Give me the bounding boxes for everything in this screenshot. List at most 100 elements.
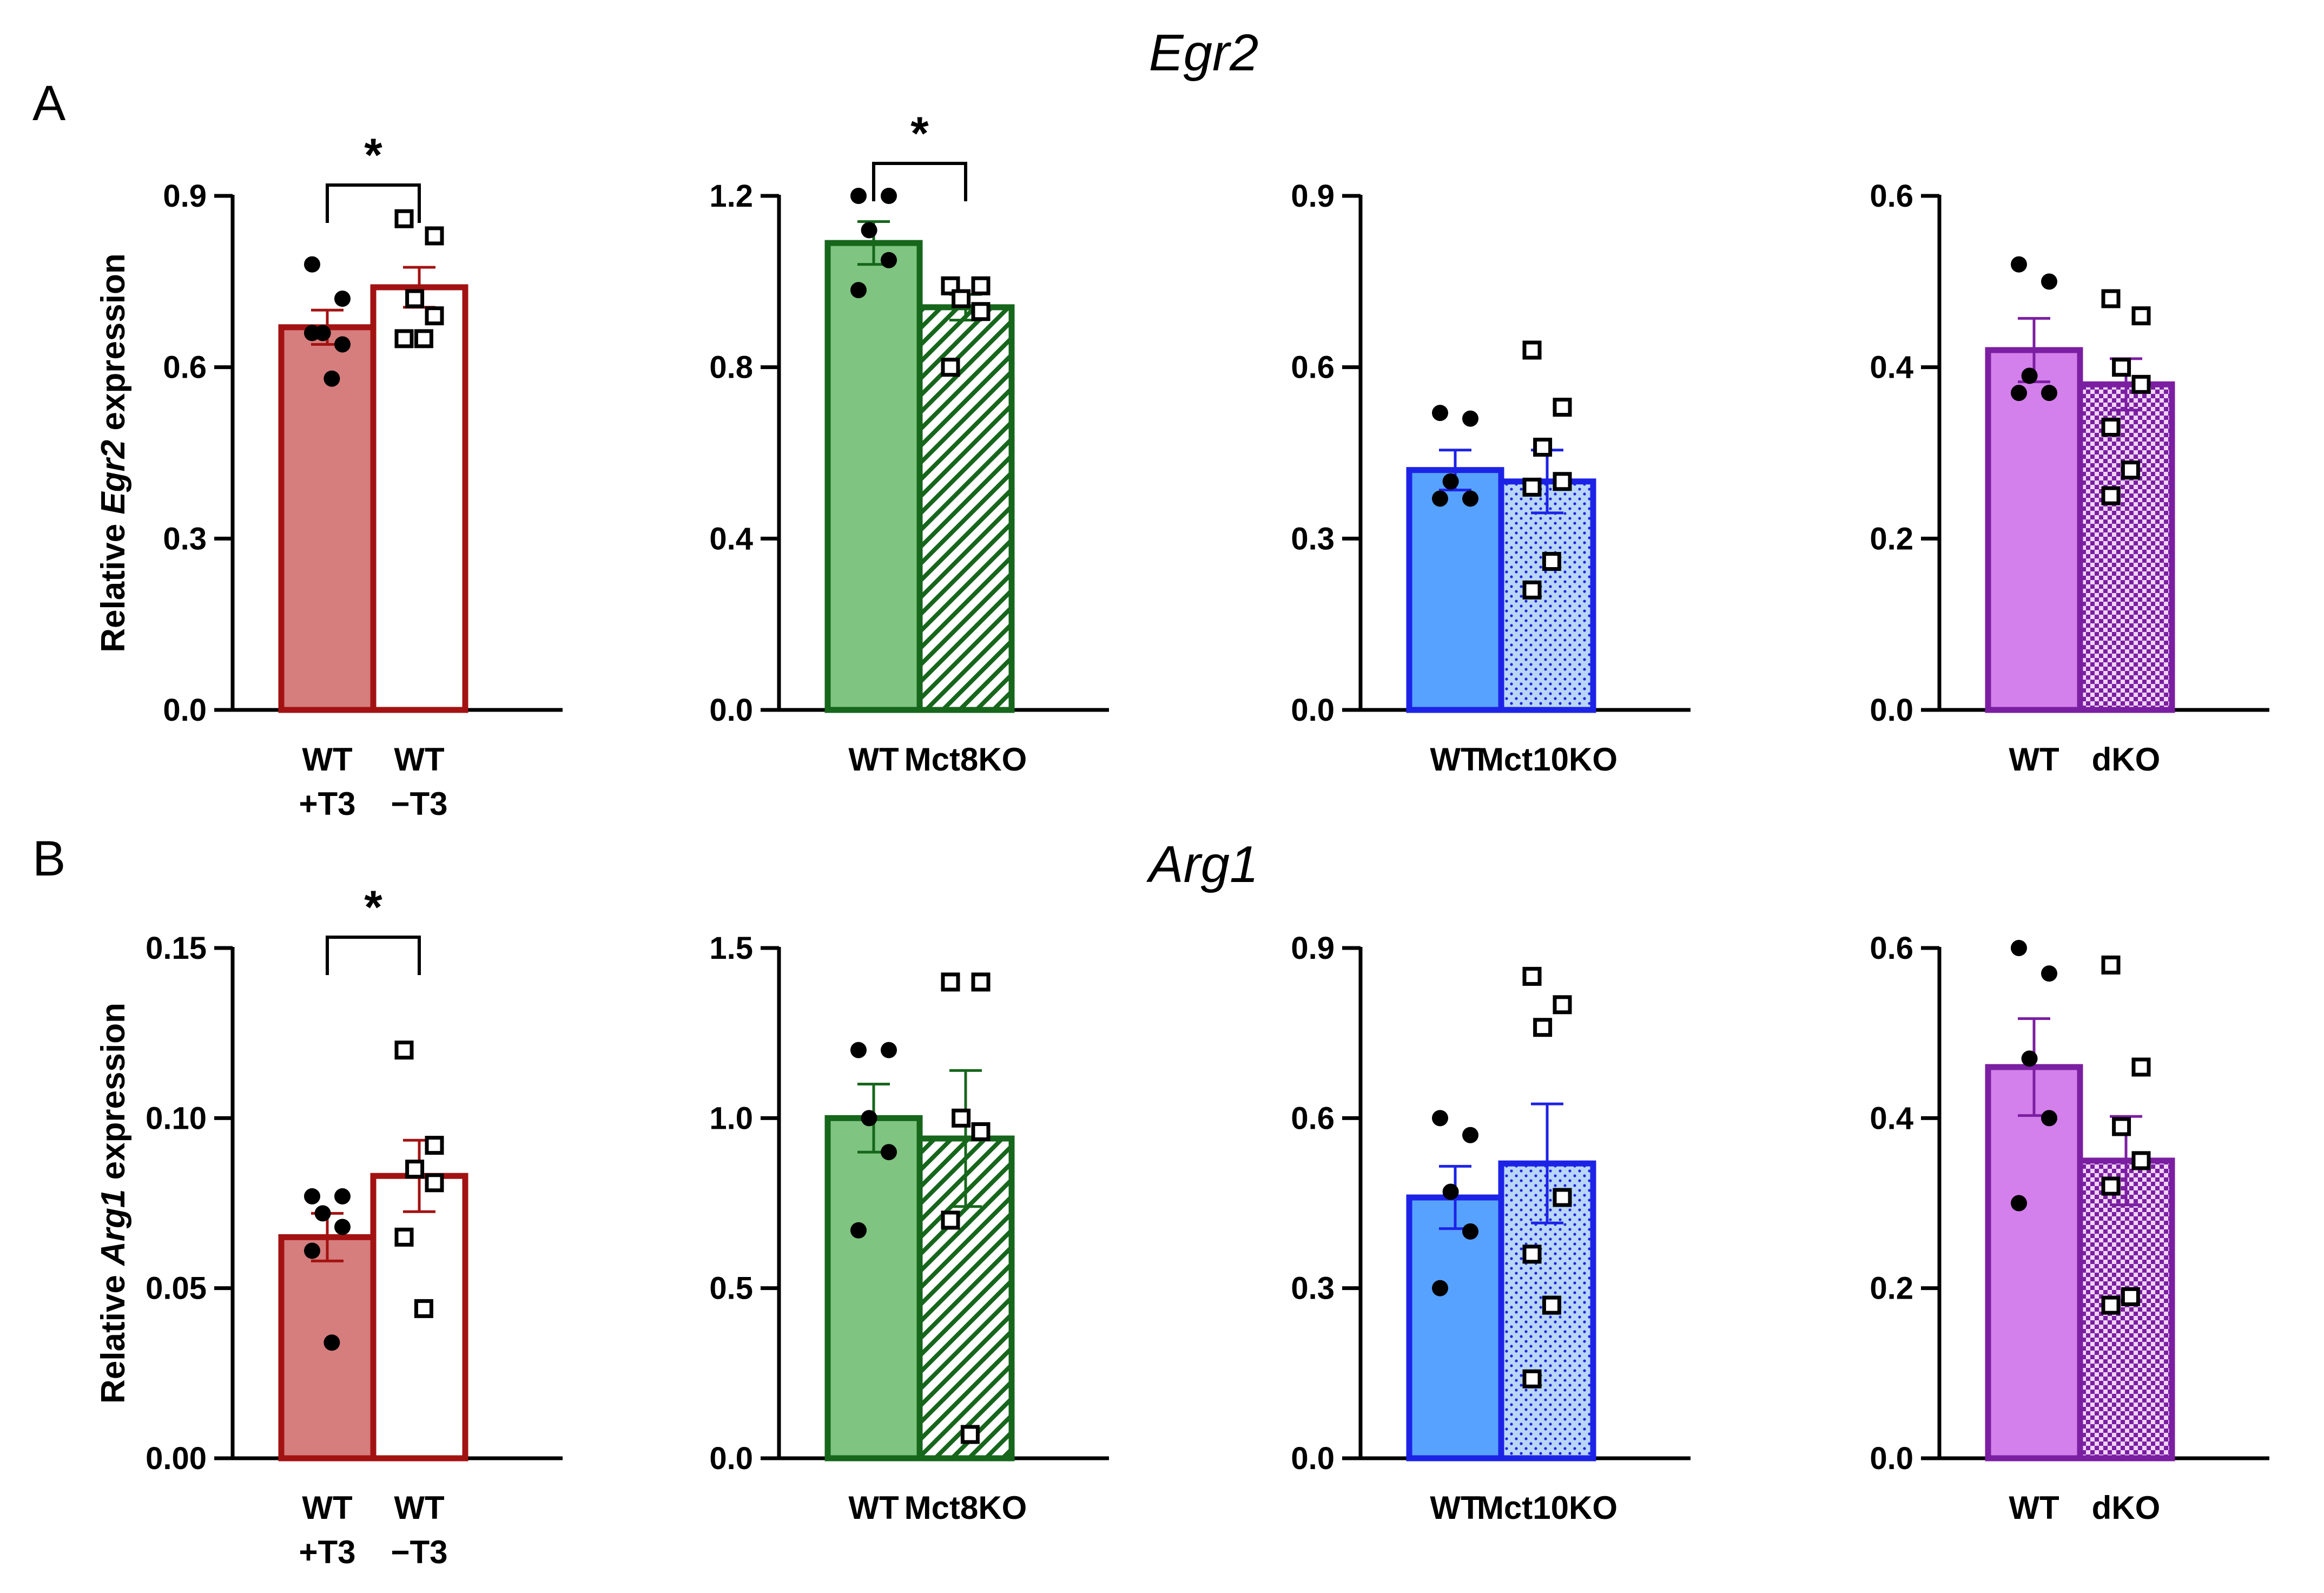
data-point (334, 1188, 351, 1204)
data-point (334, 291, 351, 307)
data-point (1542, 552, 1561, 571)
data-point (1432, 1280, 1448, 1296)
chart-panel-b4: 0.0 0.2 0.4 0.6 WT dKO (1870, 931, 2269, 1526)
data-point (850, 188, 867, 204)
significance-bracket (872, 162, 967, 201)
y-tick-label: 0.3 (1291, 1271, 1335, 1306)
y-tick-label: 0.0 (1291, 1441, 1335, 1476)
data-point (881, 252, 897, 268)
category-label: WT (302, 741, 352, 778)
bar (916, 304, 1015, 713)
data-point (1522, 966, 1542, 986)
y-tick-label: 0.0 (1291, 693, 1335, 728)
bar (370, 284, 468, 713)
data-point (2101, 418, 2121, 437)
data-point (960, 1425, 980, 1444)
category-label: Mct8KO (904, 741, 1027, 778)
y-tick-label: 0.15 (146, 931, 207, 966)
y-tick-label: 0.4 (1870, 350, 1913, 385)
data-point (425, 1173, 444, 1193)
y-tick-label: 0.6 (163, 350, 207, 385)
data-point (314, 1205, 331, 1222)
significance-star: * (364, 129, 382, 181)
data-point (394, 209, 414, 228)
bar (2077, 381, 2175, 713)
y-tick-label: 0.2 (1870, 521, 1913, 556)
data-point (414, 1299, 433, 1318)
significance-bracket (326, 183, 421, 223)
significance-star: * (364, 881, 382, 933)
data-point (850, 1042, 867, 1058)
category-label: WT (394, 741, 444, 778)
data-point (1442, 1183, 1459, 1200)
data-point (323, 1334, 340, 1351)
data-point (2121, 1287, 2140, 1306)
chart-panel-b2: 0.0 0.5 1.0 1.5 WT Mct8KO (709, 931, 1109, 1526)
y-tick-label: 0.0 (1870, 693, 1913, 728)
y-tick-label: 0.05 (146, 1271, 207, 1306)
data-point (323, 370, 340, 387)
y-tick-label: 0.8 (709, 350, 753, 385)
charts-group: 0.0 0.3 0.6 0.9 WT +T3 WT −T3 * Relative Egr2 exp… (95, 108, 2269, 1570)
data-point (1533, 437, 1553, 457)
data-point (1553, 472, 1572, 491)
data-point (971, 302, 991, 321)
data-point (1462, 410, 1478, 427)
data-point (2101, 1176, 2121, 1196)
data-point (304, 256, 320, 273)
data-point (1522, 340, 1542, 360)
data-point (2021, 1050, 2038, 1067)
data-point (952, 289, 971, 308)
y-tick-label: 0.0 (163, 693, 207, 728)
data-point (1432, 1110, 1448, 1127)
data-point (2101, 486, 2121, 505)
data-point (414, 329, 433, 348)
data-point (2112, 358, 2131, 377)
data-point (2011, 385, 2027, 401)
data-point (2021, 367, 2038, 384)
data-point (971, 972, 991, 992)
bar (824, 1115, 923, 1462)
data-point (1442, 473, 1459, 490)
chart-panel-b1: 0.00 0.05 0.10 0.15 WT +T3 WT −T3 * Relative Arg1… (95, 881, 563, 1570)
data-point (941, 358, 960, 377)
gene-title-egr2: Egr2 (1149, 24, 1259, 82)
data-point (2121, 460, 2140, 480)
bar (1406, 1194, 1504, 1462)
data-point (971, 276, 991, 295)
data-point (1462, 490, 1478, 507)
category-label: Mct8KO (904, 1490, 1027, 1526)
category-label: WT (2009, 1490, 2059, 1526)
data-point (1432, 490, 1448, 507)
data-point (850, 1222, 867, 1239)
data-point (952, 1108, 971, 1128)
data-point (2011, 256, 2027, 273)
chart-panel-a4: 0.0 0.2 0.4 0.6 WT dKO (1870, 179, 2269, 778)
data-point (2041, 1110, 2057, 1127)
data-point (334, 336, 351, 353)
y-axis-title: Relative Egr2 expression (95, 253, 132, 652)
data-point (2131, 306, 2151, 326)
data-point (2101, 955, 2121, 975)
category-label: WT (2009, 741, 2059, 778)
data-point (2011, 940, 2027, 956)
data-point (2131, 1057, 2151, 1077)
data-point (1462, 1127, 1478, 1143)
y-tick-label: 0.4 (709, 521, 753, 556)
data-point (425, 226, 444, 246)
category-label: −T3 (391, 1534, 447, 1570)
data-point (2101, 289, 2121, 308)
category-label: dKO (2092, 741, 2161, 778)
y-axis-title: Relative Arg1 expression (95, 1003, 132, 1404)
y-tick-label: 0.6 (1870, 931, 1913, 966)
data-point (1522, 580, 1542, 600)
category-label: WT (848, 1490, 899, 1526)
data-point (394, 329, 414, 348)
panel-label-a: A (32, 76, 66, 131)
data-point (405, 289, 425, 308)
bar (824, 240, 923, 713)
y-tick-label: 0.9 (1291, 931, 1335, 966)
category-label: WT (1430, 741, 1480, 778)
y-tick-label: 0.6 (1291, 1101, 1335, 1136)
y-tick-label: 0.0 (709, 1441, 753, 1476)
